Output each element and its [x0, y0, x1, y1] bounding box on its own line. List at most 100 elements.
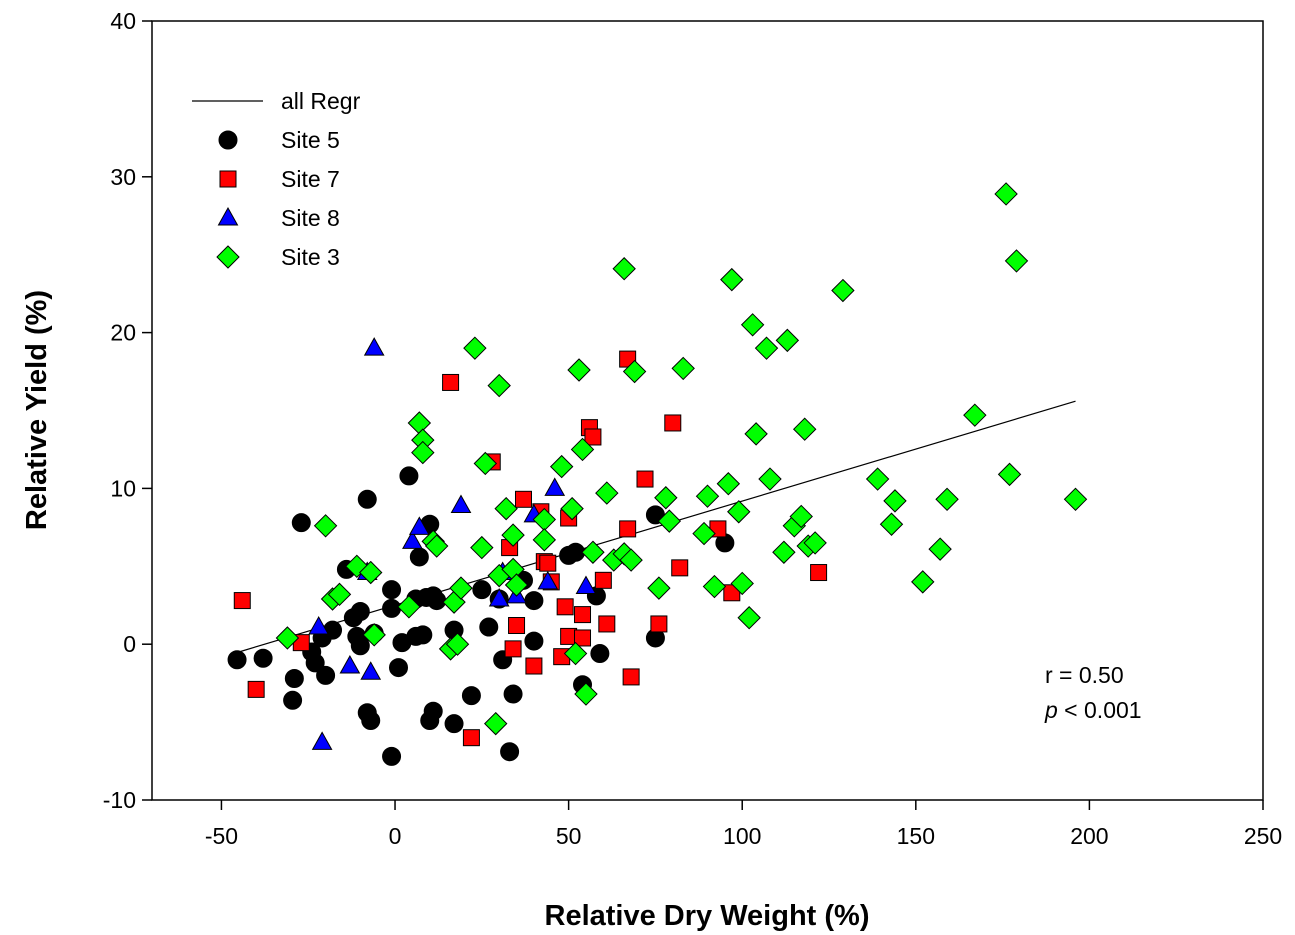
site-3-point — [730, 571, 754, 596]
site-5-point — [382, 580, 402, 600]
site-5-point — [291, 513, 311, 533]
y-axis-title: Relative Yield (%) — [21, 290, 53, 530]
site-3-point — [671, 356, 695, 381]
site-3-point — [1063, 487, 1088, 512]
site-3-point — [879, 512, 904, 536]
site-5-point — [284, 668, 304, 688]
legend: all Regr Site 5 Site 7 Site 8 Site 3 — [192, 88, 361, 270]
p-value-annotation: p < 0.001 — [1044, 697, 1142, 723]
site-3-point — [657, 509, 682, 533]
site-3-point — [532, 528, 557, 552]
site-3-point — [754, 336, 779, 360]
site-5-point — [524, 631, 544, 651]
site-7-point — [442, 373, 460, 391]
site-3-point — [560, 496, 584, 521]
site-3-point — [622, 359, 647, 384]
y-tick-label: 30 — [110, 164, 136, 190]
site-3-point — [772, 540, 796, 564]
x-tick-label: -50 — [205, 823, 238, 849]
site-3-point — [865, 467, 890, 491]
site-3-point — [411, 440, 435, 465]
legend-label-site7: Site 7 — [281, 166, 340, 192]
site-8-point — [544, 477, 566, 496]
site-3-point — [501, 523, 525, 547]
site-5-point — [427, 591, 447, 611]
site-5-point — [524, 591, 544, 611]
site-7-point — [622, 668, 640, 686]
site-3-point — [327, 582, 352, 607]
site-5-point — [423, 701, 443, 721]
site-7-point — [574, 606, 592, 624]
site-3-point — [595, 481, 619, 505]
site-5-point — [357, 489, 377, 509]
legend-label-site3: Site 3 — [281, 244, 340, 270]
site-3-point — [487, 373, 511, 398]
site-7-point — [664, 414, 682, 432]
site-5-point — [503, 684, 523, 704]
site-8-point — [360, 661, 382, 680]
site-5-point — [413, 625, 433, 645]
site-7-point — [574, 629, 592, 647]
x-tick-label: 50 — [556, 823, 582, 849]
site-3-point — [581, 540, 605, 564]
site-5-point — [350, 601, 370, 621]
site-8-point — [339, 654, 361, 674]
y-tick-label: 0 — [123, 631, 136, 657]
legend-label-regression: all Regr — [281, 88, 361, 114]
site-3-point — [793, 417, 817, 441]
site-8-point — [575, 575, 597, 595]
site-3-point — [963, 403, 987, 427]
legend-marker-site-5 — [218, 130, 238, 150]
site-7-point — [233, 592, 251, 610]
site-3-point — [570, 437, 595, 462]
site-5-point — [382, 746, 402, 766]
site-3-point — [994, 182, 1018, 206]
site-3-point — [775, 328, 800, 353]
legend-marker-site-7 — [219, 170, 237, 188]
site-3-point — [720, 267, 744, 292]
site-7-point — [619, 520, 637, 538]
site-7-point — [247, 680, 265, 698]
site-3-point — [362, 623, 386, 647]
site-3-point — [997, 462, 1022, 487]
correlation-annotation: r = 0.50 — [1045, 662, 1124, 688]
plot-frame — [151, 20, 1264, 801]
site-7-point — [462, 729, 480, 747]
site-3-point — [359, 560, 383, 585]
site-3-point — [935, 487, 959, 512]
site-3-point — [574, 682, 598, 706]
site-7-point — [810, 564, 828, 582]
site-3-point — [803, 531, 827, 555]
site-3-point — [737, 606, 761, 630]
site-3-point — [397, 595, 421, 619]
regression-line — [238, 400, 1076, 653]
site-5-point — [382, 598, 402, 618]
site-8-point — [488, 587, 510, 607]
site-3-point — [494, 496, 518, 521]
site-3-point — [407, 411, 432, 435]
y-tick-label: 40 — [110, 8, 136, 34]
site-3-point — [831, 278, 855, 303]
y-tick-label: 20 — [110, 320, 136, 346]
site-5-point — [444, 714, 464, 734]
site-3-point — [470, 535, 494, 560]
x-axis-title: Relative Dry Weight (%) — [545, 900, 870, 932]
site-8-point — [363, 337, 385, 356]
site-7-point — [636, 470, 654, 488]
site-3-point — [484, 711, 508, 736]
site-5-point — [361, 711, 381, 731]
site-5-point — [316, 665, 336, 685]
site-3-point — [883, 489, 907, 513]
site-7-point — [598, 615, 616, 633]
legend-marker-site-3 — [216, 245, 240, 269]
site-5-point — [500, 742, 520, 762]
site-3-point — [928, 537, 952, 561]
site-3-point — [647, 576, 671, 600]
site-8-point — [402, 530, 423, 549]
site-7-point — [584, 428, 602, 446]
x-tick-label: 150 — [897, 823, 935, 849]
x-tick-label: 0 — [389, 823, 402, 849]
site-3-point — [612, 257, 636, 281]
site-7-point — [514, 490, 532, 508]
